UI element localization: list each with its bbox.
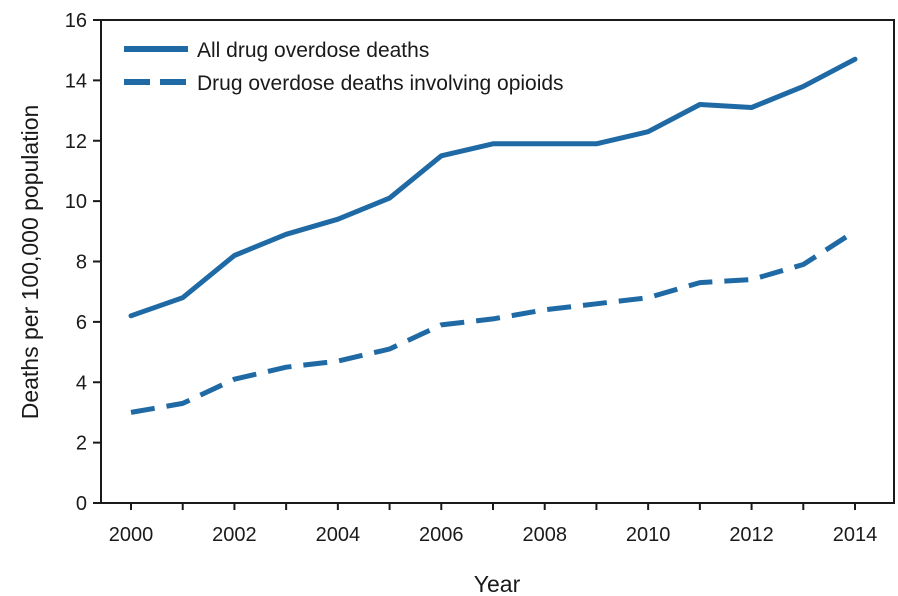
x-tick-label: 2014 — [833, 524, 878, 546]
legend-label-all-overdose: All drug overdose deaths — [197, 39, 429, 62]
x-tick-label: 2000 — [109, 524, 154, 546]
x-tick-label: 2010 — [626, 524, 671, 546]
x-tick-label: 2006 — [419, 524, 464, 546]
y-tick-label: 4 — [76, 372, 87, 394]
series-layer — [128, 56, 858, 415]
opioid-overdose-series-line — [130, 229, 857, 415]
y-axis: 0 2 4 6 8 10 12 14 16 — [65, 10, 101, 515]
y-tick-label: 16 — [65, 10, 87, 32]
legend: All drug overdose deaths Drug overdose de… — [124, 39, 564, 95]
x-tick-label: 2004 — [316, 524, 361, 546]
y-tick-label: 14 — [65, 70, 87, 92]
legend-label-opioid-overdose: Drug overdose deaths involving opioids — [197, 72, 564, 95]
y-tick-label: 10 — [65, 191, 87, 213]
y-tick-label: 6 — [76, 312, 87, 334]
y-tick-label: 12 — [65, 131, 87, 153]
y-tick-label: 8 — [76, 252, 87, 274]
x-axis: 2000 2002 2004 2006 2008 2010 2012 2014 — [109, 503, 878, 546]
y-tick-label: 2 — [76, 433, 87, 455]
x-axis-title: Year — [474, 571, 521, 596]
y-axis-title: Deaths per 100,000 population — [17, 105, 43, 420]
all-overdose-series-line — [128, 56, 858, 319]
x-tick-label: 2008 — [522, 524, 567, 546]
x-tick-label: 2002 — [212, 524, 257, 546]
x-tick-label: 2012 — [729, 524, 774, 546]
y-tick-label: 0 — [76, 493, 87, 515]
